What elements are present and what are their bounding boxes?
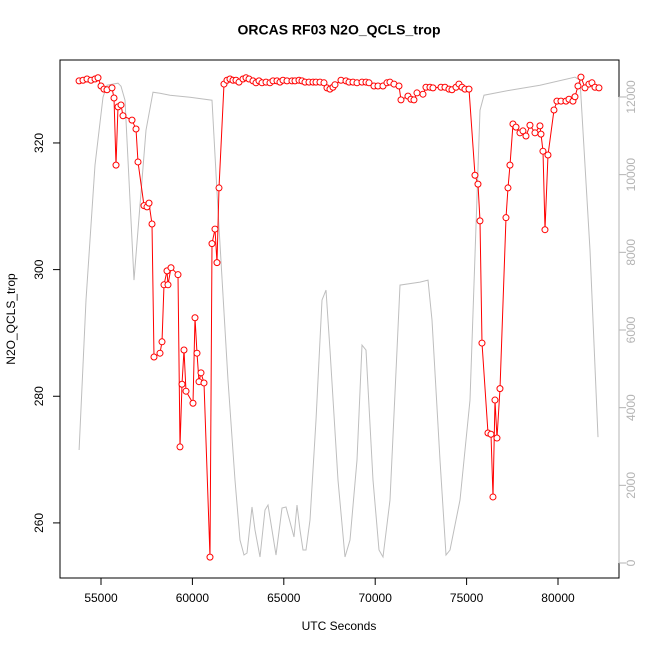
y-tick-label: 300 (32, 259, 46, 279)
data-point (200, 379, 208, 387)
y-tick-label: 320 (32, 133, 46, 153)
data-point (182, 387, 190, 395)
x-tick-label: 60000 (176, 591, 210, 605)
data-point (531, 129, 539, 137)
data-point (189, 399, 197, 407)
data-point (574, 82, 582, 90)
data-point (471, 171, 479, 179)
data-point (174, 271, 182, 279)
data-point (595, 84, 603, 92)
data-point (128, 116, 136, 124)
y2-tick-label: 2000 (624, 472, 638, 499)
data-point (148, 220, 156, 228)
data-point (504, 184, 512, 192)
data-point (112, 161, 120, 169)
y2-tick-label: 0 (624, 559, 638, 566)
data-point (215, 184, 223, 192)
data-point (506, 161, 514, 169)
data-point (465, 85, 473, 93)
data-point (476, 217, 484, 225)
data-point (522, 132, 530, 140)
data-point (208, 240, 216, 248)
data-point (410, 96, 418, 104)
data-point (110, 94, 118, 102)
x-tick-label: 55000 (84, 591, 118, 605)
data-point (191, 314, 199, 322)
data-point (502, 214, 510, 222)
data-point (331, 81, 339, 89)
data-point (167, 264, 175, 272)
series-line (79, 75, 600, 558)
series-line (78, 76, 599, 559)
data-point (132, 125, 140, 133)
data-point (487, 430, 495, 438)
x-tick-label: 65000 (267, 591, 301, 605)
data-point (206, 553, 214, 561)
data-point (496, 385, 504, 393)
data-point (108, 84, 116, 92)
data-point (493, 434, 501, 442)
y2-tick-label: 4000 (624, 394, 638, 421)
x-tick-label: 80000 (541, 591, 575, 605)
data-point (117, 101, 125, 109)
data-point (512, 123, 520, 131)
data-point (474, 180, 482, 188)
data-point (180, 346, 188, 354)
data-point (158, 338, 166, 346)
data-point (544, 151, 552, 159)
chart-title: ORCAS RF03 N2O_QCLS_trop (237, 22, 440, 38)
data-point (150, 353, 158, 361)
data-point (365, 79, 373, 87)
x-tick-label: 75000 (450, 591, 484, 605)
data-point (176, 443, 184, 451)
data-point (429, 84, 437, 92)
data-point (541, 226, 549, 234)
data-point (491, 396, 499, 404)
data-point (397, 96, 405, 104)
data-point (164, 281, 172, 289)
data-point (536, 122, 544, 130)
data-point (134, 158, 142, 166)
data-point (478, 339, 486, 347)
x-tick-label: 70000 (359, 591, 393, 605)
data-point (419, 90, 427, 98)
data-point (577, 73, 585, 81)
data-point (537, 130, 545, 138)
data-point (145, 199, 153, 207)
y2-tick-label: 6000 (624, 316, 638, 343)
x-axis-label: UTC Seconds (302, 619, 377, 633)
data-point (571, 93, 579, 101)
y-axis-label: N2O_QCLS_trop (4, 273, 18, 365)
data-point (193, 349, 201, 357)
data-point (94, 74, 102, 82)
data-point (119, 112, 127, 120)
data-point (539, 147, 547, 155)
data-point (489, 493, 497, 501)
data-point (178, 380, 186, 388)
data-point (213, 259, 221, 267)
y2-tick-label: 8000 (624, 239, 638, 266)
y-tick-label: 280 (32, 386, 46, 406)
data-point (211, 225, 219, 233)
data-point (197, 369, 205, 377)
data-point (550, 106, 558, 114)
data-point (413, 89, 421, 97)
data-point (156, 349, 164, 357)
data-point (395, 82, 403, 90)
data-point (526, 121, 534, 129)
y2-tick-label: 10000 (624, 158, 638, 192)
y-tick-label: 260 (32, 513, 46, 533)
y2-tick-label: 12000 (624, 80, 638, 114)
data-point (519, 127, 527, 135)
data-point (320, 79, 328, 87)
